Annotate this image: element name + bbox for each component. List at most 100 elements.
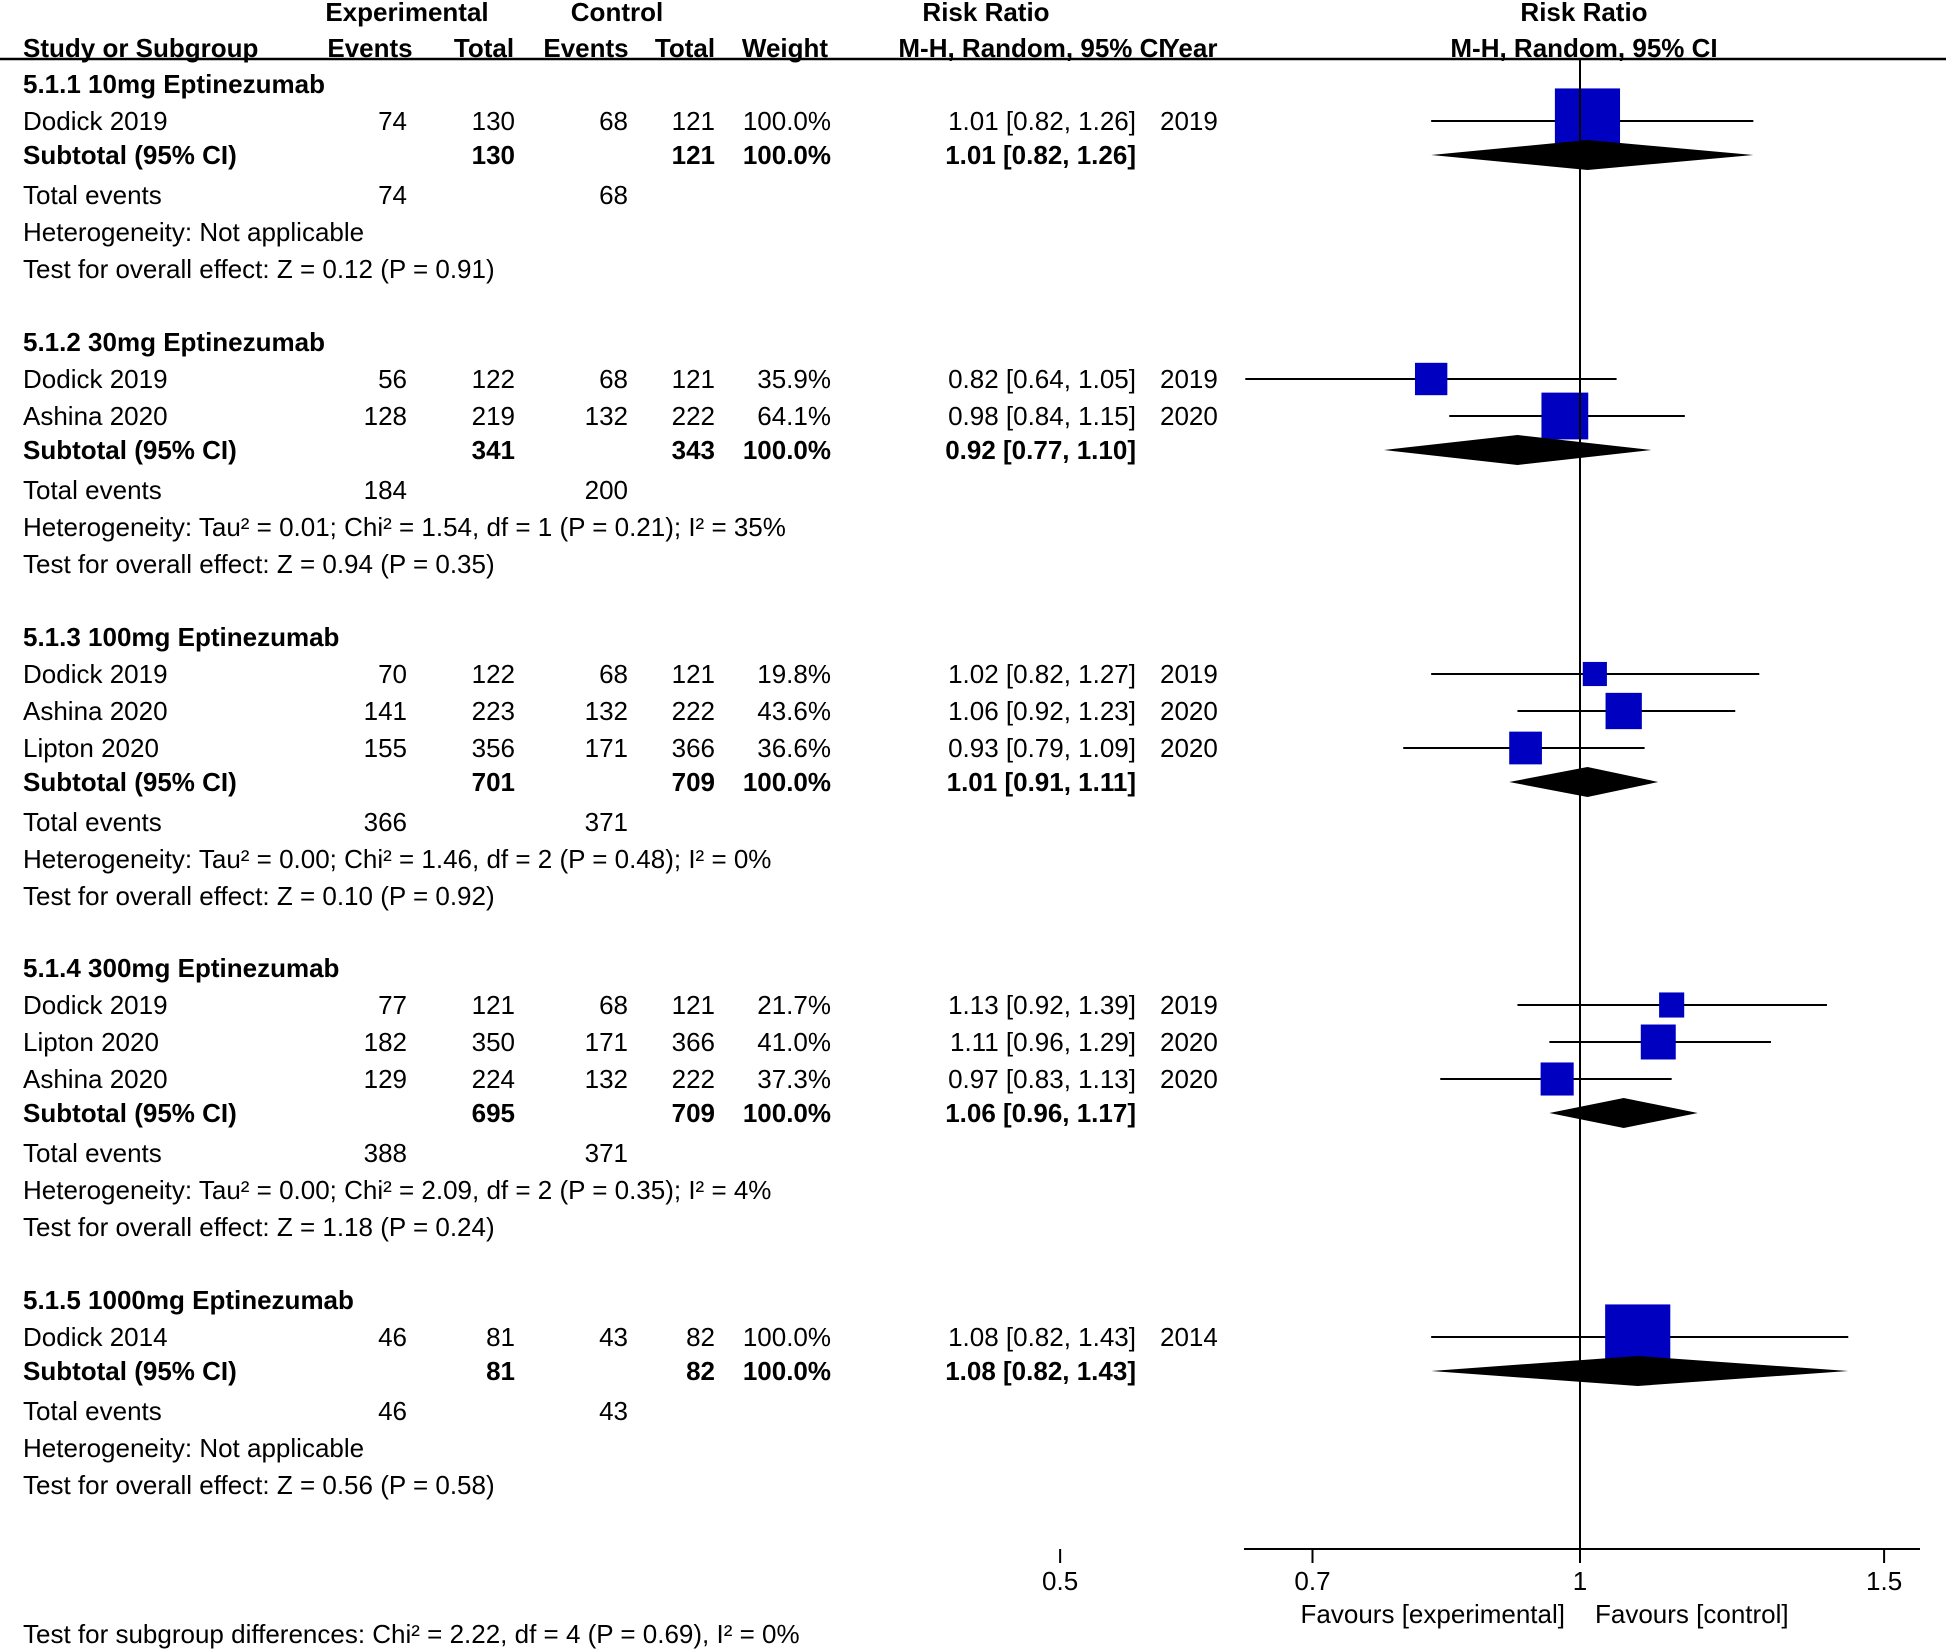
study-ci: 1.11 [0.96, 1.29] xyxy=(950,1027,1136,1057)
subtotal-ci: 1.08 [0.82, 1.43] xyxy=(945,1356,1136,1386)
study-marker xyxy=(1659,992,1685,1018)
total-events-label: Total events xyxy=(23,807,162,837)
subtotal-weight: 100.0% xyxy=(743,435,831,465)
subtotal-label: Subtotal (95% CI) xyxy=(23,767,237,797)
exp-total: 356 xyxy=(472,733,515,763)
total-events-exp: 74 xyxy=(378,180,407,210)
subtotal-label: Subtotal (95% CI) xyxy=(23,1098,237,1128)
subtotal-exp-total: 701 xyxy=(472,767,515,797)
x-tick-label: 1.5 xyxy=(1866,1566,1902,1596)
x-tick-label: 1 xyxy=(1573,1566,1587,1596)
exp-events: 141 xyxy=(364,696,407,726)
subtotal-exp-total: 81 xyxy=(486,1356,515,1386)
subtotal-diamond xyxy=(1431,140,1754,170)
exp-total: 130 xyxy=(472,106,515,136)
ctrl-total: 121 xyxy=(672,990,715,1020)
study-ci: 0.97 [0.83, 1.13] xyxy=(948,1064,1136,1094)
study-marker xyxy=(1582,661,1607,687)
subgroup-title: 5.1.5 1000mg Eptinezumab xyxy=(23,1285,354,1315)
exp-events: 46 xyxy=(378,1322,407,1352)
study-marker xyxy=(1541,392,1589,440)
ctrl-events: 171 xyxy=(585,1027,628,1057)
subtotal-diamond xyxy=(1549,1098,1698,1128)
study-ci: 0.93 [0.79, 1.09] xyxy=(948,733,1136,763)
header-control: Control xyxy=(571,0,663,27)
table-rows: 5.1.1 10mg Eptinezumab Dodick 2019 74 130 68… xyxy=(23,69,1218,1649)
ctrl-total: 121 xyxy=(672,106,715,136)
total-events-label: Total events xyxy=(23,180,162,210)
ctrl-total: 121 xyxy=(672,659,715,689)
overall-effect: Test for overall effect: Z = 0.10 (P = 0… xyxy=(23,881,495,911)
ctrl-total: 222 xyxy=(672,696,715,726)
exp-total: 223 xyxy=(472,696,515,726)
subtotal-ci: 0.92 [0.77, 1.10] xyxy=(945,435,1136,465)
study-year: 2020 xyxy=(1160,401,1218,431)
study-ci: 0.82 [0.64, 1.05] xyxy=(948,364,1136,394)
study-marker xyxy=(1540,1062,1574,1096)
exp-total: 81 xyxy=(486,1322,515,1352)
ctrl-events: 132 xyxy=(585,1064,628,1094)
ctrl-events: 68 xyxy=(599,659,628,689)
ctrl-events: 68 xyxy=(599,990,628,1020)
subtotal-label: Subtotal (95% CI) xyxy=(23,140,237,170)
exp-total: 122 xyxy=(472,659,515,689)
ctrl-total: 222 xyxy=(672,1064,715,1094)
exp-events: 70 xyxy=(378,659,407,689)
study-weight: 36.6% xyxy=(757,733,831,763)
subgroup-title: 5.1.3 100mg Eptinezumab xyxy=(23,622,339,652)
study-year: 2020 xyxy=(1160,733,1218,763)
exp-total: 224 xyxy=(472,1064,515,1094)
subgroup-title: 5.1.1 10mg Eptinezumab xyxy=(23,69,325,99)
overall-effect: Test for overall effect: Z = 1.18 (P = 0… xyxy=(23,1212,495,1242)
study-weight: 100.0% xyxy=(743,106,831,136)
heterogeneity: Heterogeneity: Not applicable xyxy=(23,217,364,247)
x-tick-label: 0.5 xyxy=(1042,1566,1078,1596)
subtotal-ctrl-total: 121 xyxy=(672,140,715,170)
study-ci: 1.13 [0.92, 1.39] xyxy=(948,990,1136,1020)
study-weight: 100.0% xyxy=(743,1322,831,1352)
heterogeneity: Heterogeneity: Tau² = 0.00; Chi² = 1.46,… xyxy=(23,844,771,874)
heterogeneity: Heterogeneity: Tau² = 0.00; Chi² = 2.09,… xyxy=(23,1175,771,1205)
subtotal-label: Subtotal (95% CI) xyxy=(23,435,237,465)
ctrl-total: 366 xyxy=(672,1027,715,1057)
total-events-ctrl: 43 xyxy=(599,1396,628,1426)
subtotal-exp-total: 695 xyxy=(472,1098,515,1128)
study-marker xyxy=(1509,731,1542,765)
study-year: 2014 xyxy=(1160,1322,1218,1352)
study-name: Lipton 2020 xyxy=(23,733,159,763)
x-tick-label: 0.7 xyxy=(1294,1566,1330,1596)
study-ci: 1.08 [0.82, 1.43] xyxy=(948,1322,1136,1352)
exp-events: 128 xyxy=(364,401,407,431)
ctrl-events: 68 xyxy=(599,364,628,394)
subgroup-title: 5.1.4 300mg Eptinezumab xyxy=(23,953,339,983)
ctrl-events: 171 xyxy=(585,733,628,763)
study-name: Ashina 2020 xyxy=(23,1064,168,1094)
study-name: Dodick 2019 xyxy=(23,364,168,394)
study-year: 2019 xyxy=(1160,659,1218,689)
study-ci: 0.98 [0.84, 1.15] xyxy=(948,401,1136,431)
subtotal-weight: 100.0% xyxy=(743,1356,831,1386)
study-weight: 19.8% xyxy=(757,659,831,689)
ctrl-events: 132 xyxy=(585,401,628,431)
subtotal-ctrl-total: 709 xyxy=(672,1098,715,1128)
header-experimental: Experimental xyxy=(325,0,488,27)
exp-events: 56 xyxy=(378,364,407,394)
ctrl-total: 222 xyxy=(672,401,715,431)
study-name: Dodick 2019 xyxy=(23,659,168,689)
favours-control: Favours [control] xyxy=(1595,1599,1789,1629)
study-ci: 1.02 [0.82, 1.27] xyxy=(948,659,1136,689)
header-plot-title: Risk Ratio xyxy=(1520,0,1647,27)
exp-events: 182 xyxy=(364,1027,407,1057)
exp-total: 219 xyxy=(472,401,515,431)
exp-total: 350 xyxy=(472,1027,515,1057)
total-events-exp: 388 xyxy=(364,1138,407,1168)
subtotal-diamond xyxy=(1509,767,1659,797)
total-events-label: Total events xyxy=(23,1138,162,1168)
subtotal-weight: 100.0% xyxy=(743,140,831,170)
exp-events: 74 xyxy=(378,106,407,136)
total-events-ctrl: 68 xyxy=(599,180,628,210)
study-name: Ashina 2020 xyxy=(23,401,168,431)
ctrl-events: 132 xyxy=(585,696,628,726)
subtotal-ctrl-total: 82 xyxy=(686,1356,715,1386)
exp-events: 77 xyxy=(378,990,407,1020)
